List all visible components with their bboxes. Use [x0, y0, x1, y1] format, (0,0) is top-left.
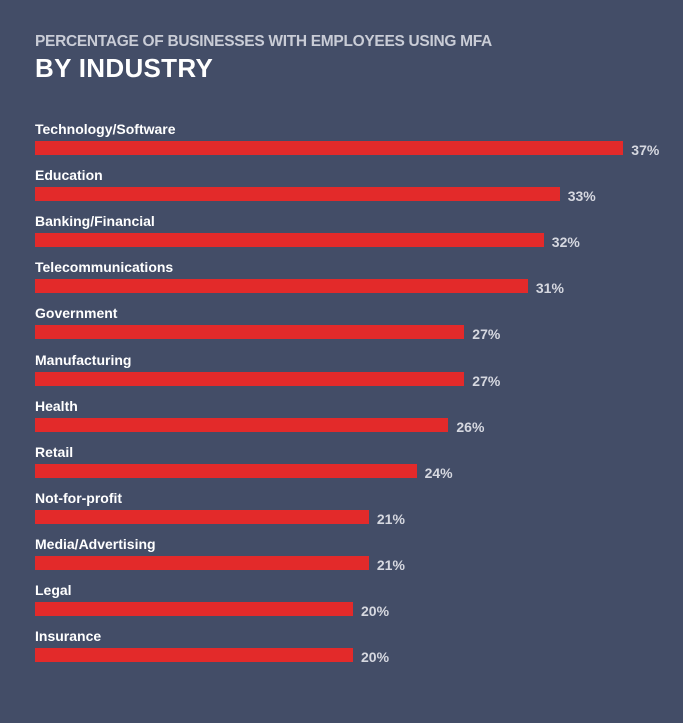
value-label: 31% [535, 280, 564, 297]
category-label: Insurance [35, 628, 102, 645]
category-label: Manufacturing [35, 351, 132, 368]
bar-banking-financial [35, 233, 544, 248]
value-label: 26% [456, 418, 485, 435]
category-label: Not-for-profit [35, 489, 123, 506]
value-label: 24% [424, 464, 453, 481]
category-label: Education [35, 167, 103, 184]
bar-insurance [35, 648, 353, 663]
bar-health [35, 417, 449, 432]
category-label: Telecommunications [35, 259, 174, 276]
value-label: 33% [567, 188, 596, 205]
category-label: Technology/Software [35, 121, 176, 137]
chart-subtitle: PERCENTAGE OF BUSINESSES WITH EMPLOYEES … [35, 33, 492, 50]
bar-retail [35, 463, 417, 478]
value-label: 32% [551, 234, 580, 251]
category-label: Media/Advertising [35, 535, 156, 552]
bar-legal [35, 602, 353, 616]
category-label: Retail [35, 443, 74, 460]
bar-technology-software [35, 141, 624, 155]
bar-manufacturing [35, 371, 465, 386]
bar-education [35, 187, 560, 202]
bar-not-for-profit [35, 509, 369, 524]
category-label: Health [35, 397, 78, 414]
category-label: Banking/Financial [35, 213, 155, 230]
category-label: Government [35, 305, 118, 322]
bar-telecommunications [35, 279, 528, 294]
bar-government [35, 325, 465, 340]
value-label: 20% [361, 649, 390, 666]
value-label: 27% [472, 326, 501, 343]
value-label: 37% [631, 142, 660, 158]
bar-media-advertising [35, 555, 369, 570]
value-label: 20% [361, 603, 390, 619]
value-label: 21% [376, 510, 405, 527]
value-label: 21% [376, 556, 405, 573]
category-label: Legal [35, 582, 72, 598]
chart-title: BY INDUSTRY [35, 53, 214, 83]
value-label: 27% [472, 372, 501, 389]
